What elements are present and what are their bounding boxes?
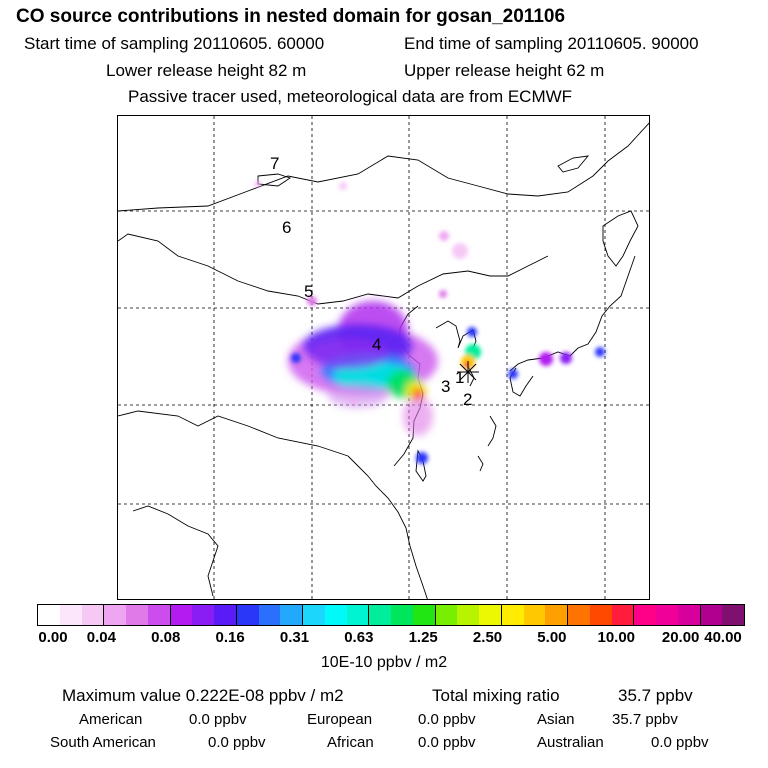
color-scale-segment — [258, 605, 281, 625]
color-scale-tick-label: 1.25 — [408, 629, 438, 646]
color-scale-segment — [568, 605, 590, 625]
color-scale-segment — [236, 605, 259, 625]
region-african-value: 0.0 ppbv — [418, 734, 476, 751]
color-scale-segment — [81, 605, 105, 625]
trajectory-label-2: 2 — [463, 390, 472, 409]
region-african-label: African — [327, 734, 374, 751]
color-scale-segment — [457, 605, 479, 625]
trajectory-label-5: 5 — [304, 282, 313, 301]
region-american-value: 0.0 ppbv — [189, 711, 247, 728]
color-scale-segment — [391, 605, 413, 625]
color-scale-tick-label: 0.16 — [215, 629, 245, 646]
trajectory-label-4: 4 — [372, 335, 381, 354]
concentration-field — [255, 181, 605, 464]
color-scale-segment — [38, 605, 60, 625]
region-european-label: European — [307, 711, 373, 728]
upper-release-height: Upper release height 62 m — [404, 61, 605, 80]
lower-release-height: Lower release height 82 m — [106, 61, 307, 80]
region-asian-value: 35.7 ppbv — [612, 711, 678, 728]
color-scale-segment — [656, 605, 678, 625]
color-scale-segment — [214, 605, 237, 625]
total-mixing-value: 35.7 ppbv — [618, 686, 693, 705]
color-scale-segment — [479, 605, 502, 625]
color-scale-segment — [700, 605, 723, 625]
color-scale-tick-label: 40.00 — [704, 629, 742, 646]
color-scale-tick-label: 0.00 — [38, 629, 68, 646]
color-scale-segment — [324, 605, 347, 625]
color-scale-segment — [280, 605, 303, 625]
color-scale-segment — [104, 605, 126, 625]
color-scale-segment — [346, 605, 370, 625]
end-time: End time of sampling 20110605. 90000 — [404, 34, 699, 53]
map-svg: 1 2 3 4 5 6 7 — [118, 116, 649, 599]
color-scale-segment — [170, 605, 193, 625]
trajectory-label-3: 3 — [441, 377, 450, 396]
color-scale-segment — [545, 605, 568, 625]
color-scale-segment — [59, 605, 82, 625]
color-scale-tick-label: 0.31 — [279, 629, 310, 646]
trajectory-label-6: 6 — [282, 218, 291, 237]
color-scale-unit: 10E-10 ppbv / m2 — [320, 654, 448, 671]
region-european-value: 0.0 ppbv — [418, 711, 476, 728]
trajectory-labels: 1 2 3 4 5 6 7 — [270, 154, 472, 409]
color-scale-segment — [369, 605, 391, 625]
color-scale-segment — [412, 605, 436, 625]
color-scale-segment — [501, 605, 524, 625]
color-scale-segment — [722, 605, 744, 625]
receptor-star — [457, 361, 479, 383]
trajectory-label-1: 1 — [455, 368, 464, 387]
color-scale-segment — [192, 605, 214, 625]
region-australian-label: Australian — [537, 734, 604, 751]
color-scale-segment — [677, 605, 701, 625]
region-asian-label: Asian — [537, 711, 575, 728]
region-american-label: American — [79, 711, 143, 728]
trajectory-label-7: 7 — [270, 154, 279, 173]
map-panel: 1 2 3 4 5 6 7 — [117, 115, 650, 600]
region-south-american-label: South American — [50, 734, 156, 751]
total-mixing-label: Total mixing ratio — [432, 686, 560, 705]
color-scale-segment — [147, 605, 171, 625]
color-scale-bar — [37, 604, 745, 626]
plot-title: CO source contributions in nested domain… — [16, 6, 566, 27]
color-scale-segment — [303, 605, 325, 625]
color-scale-tick-label: 10.00 — [597, 629, 636, 646]
color-scale-tick-label: 0.63 — [344, 629, 374, 646]
color-scale-tick-label: 0.04 — [86, 629, 116, 646]
color-scale-tick-label: 2.50 — [472, 629, 503, 646]
color-scale-tick-label: 0.08 — [151, 629, 181, 646]
tracer-note: Passive tracer used, meteorological data… — [128, 87, 573, 106]
grid-lines — [118, 116, 649, 599]
start-time: Start time of sampling 20110605. 60000 — [24, 34, 325, 53]
color-scale-segment — [589, 605, 612, 625]
region-australian-value: 0.0 ppbv — [651, 734, 709, 751]
max-value: Maximum value 0.222E-08 ppbv / m2 — [62, 686, 344, 705]
color-scale-segment — [523, 605, 546, 625]
color-scale-segment — [611, 605, 635, 625]
color-scale-tick-label: 5.00 — [537, 629, 567, 646]
color-scale-segment — [634, 605, 656, 625]
color-scale-segment — [435, 605, 458, 625]
color-scale-tick-label: 20.00 — [661, 629, 700, 646]
color-scale-segment — [126, 605, 148, 625]
region-south-american-value: 0.0 ppbv — [208, 734, 266, 751]
